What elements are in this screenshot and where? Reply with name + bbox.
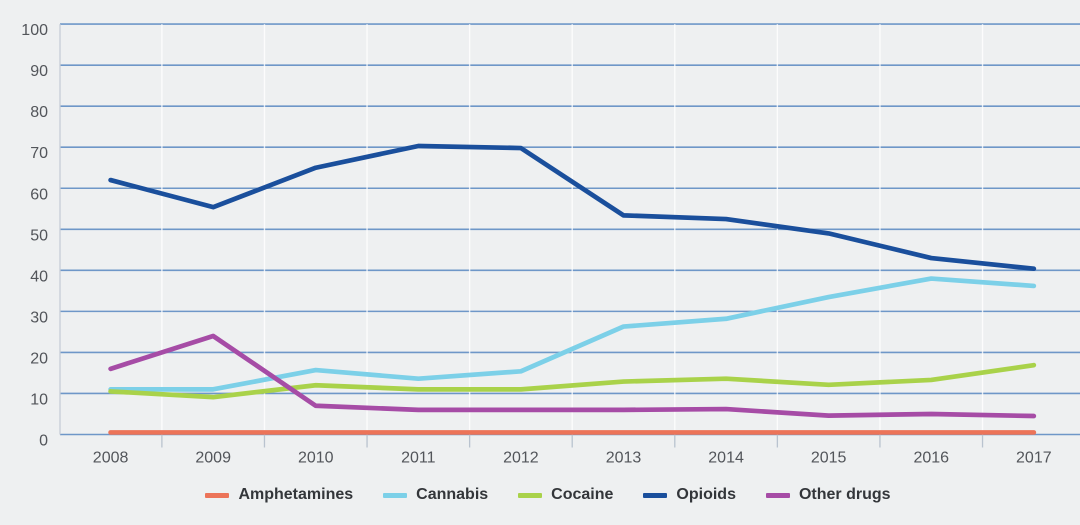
svg-text:2015: 2015 <box>811 450 847 467</box>
svg-text:0: 0 <box>39 433 48 450</box>
svg-text:2008: 2008 <box>93 450 129 467</box>
svg-text:2013: 2013 <box>606 450 642 467</box>
svg-text:2011: 2011 <box>401 450 436 467</box>
svg-text:2009: 2009 <box>195 450 231 467</box>
svg-text:60: 60 <box>30 186 48 203</box>
svg-text:2010: 2010 <box>298 450 334 467</box>
svg-text:2017: 2017 <box>1016 450 1052 467</box>
svg-text:10: 10 <box>30 391 48 408</box>
svg-text:70: 70 <box>30 145 48 162</box>
svg-text:20: 20 <box>30 350 48 367</box>
svg-text:100: 100 <box>21 22 48 39</box>
svg-text:2016: 2016 <box>913 450 949 467</box>
svg-text:40: 40 <box>30 268 48 285</box>
svg-text:90: 90 <box>30 63 48 80</box>
svg-text:80: 80 <box>30 104 48 121</box>
svg-text:2012: 2012 <box>503 450 539 467</box>
svg-text:50: 50 <box>30 227 48 244</box>
svg-text:2014: 2014 <box>708 450 744 467</box>
svg-text:30: 30 <box>30 309 48 326</box>
